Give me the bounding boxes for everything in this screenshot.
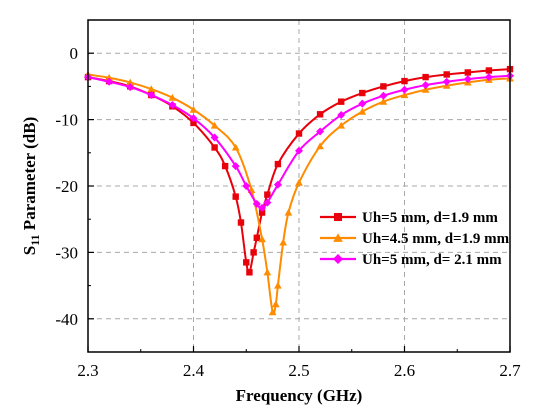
data-point	[268, 308, 277, 316]
y-tick-label: -40	[55, 310, 78, 329]
data-point	[210, 133, 219, 142]
x-tick-label: 2.4	[183, 361, 205, 380]
data-point	[338, 98, 345, 105]
data-point	[273, 180, 282, 189]
x-tick-label: 2.5	[288, 361, 309, 380]
data-point	[379, 91, 388, 100]
y-tick-label: -30	[55, 243, 78, 262]
legend-item: Uh=5 mm, d= 2.1 mm	[320, 252, 502, 268]
data-point	[105, 77, 114, 86]
legend-label: Uh=5 mm, d=1.9 mm	[362, 210, 498, 226]
data-point	[316, 111, 324, 118]
data-point	[258, 235, 266, 243]
y-axis-label-suffix: Parameter (dB)	[20, 117, 39, 235]
data-point	[279, 238, 288, 246]
data-point	[189, 105, 198, 113]
data-point	[442, 77, 451, 86]
axis-ticks: 2.3 2.4 2.5 2.6 2.7 0 -10 -20 -30 -40	[55, 19, 521, 380]
data-point	[168, 100, 177, 109]
x-tick-label: 2.7	[499, 361, 521, 380]
data-point	[485, 67, 493, 74]
data-point	[316, 142, 324, 150]
data-point	[316, 127, 325, 136]
series-lines	[84, 65, 514, 316]
y-axis-label-subscript: 11	[28, 234, 42, 245]
data-point	[421, 85, 430, 93]
data-point	[484, 73, 493, 82]
data-point	[295, 130, 303, 137]
data-point	[231, 143, 240, 151]
data-point	[274, 160, 282, 168]
y-axis-label: S11 Parameter (dB)	[20, 117, 42, 256]
legend-swatch-marker	[333, 254, 343, 264]
data-point	[168, 93, 177, 101]
data-point	[295, 178, 303, 186]
data-point	[232, 193, 239, 200]
legend-item: Uh=4.5 mm, d=1.9 mm	[320, 231, 510, 247]
data-point	[271, 300, 280, 308]
y-tick-label: -10	[55, 111, 78, 130]
data-point	[258, 203, 267, 212]
legend-item: Uh=5 mm, d=1.9 mm	[320, 210, 498, 226]
data-point	[237, 219, 245, 226]
x-axis-label: Frequency (GHz)	[236, 386, 363, 405]
data-point	[250, 249, 257, 256]
data-point	[274, 281, 282, 289]
data-point	[189, 114, 198, 123]
data-point	[105, 73, 113, 81]
data-point	[246, 269, 253, 276]
data-point	[263, 198, 272, 207]
data-point	[359, 89, 366, 97]
data-point	[258, 209, 266, 216]
data-point	[337, 121, 346, 129]
x-tick-label: 2.6	[394, 361, 415, 380]
data-point	[252, 199, 261, 208]
data-point	[147, 91, 156, 100]
data-point	[264, 191, 271, 198]
data-point	[242, 182, 251, 190]
legend-swatch-marker	[333, 233, 343, 242]
data-point	[190, 119, 197, 127]
data-point	[126, 78, 135, 86]
data-point	[401, 77, 408, 85]
x-tick-label: 2.3	[77, 361, 98, 380]
data-point	[443, 71, 450, 78]
legend-swatch-marker	[334, 213, 342, 221]
legend-label: Uh=4.5 mm, d=1.9 mm	[362, 231, 510, 247]
data-point	[210, 121, 219, 129]
legend-label: Uh=5 mm, d= 2.1 mm	[362, 252, 502, 268]
y-tick-label: 0	[70, 44, 79, 63]
data-point	[463, 75, 472, 84]
data-point	[126, 83, 135, 92]
data-point	[221, 162, 229, 170]
data-point	[400, 91, 409, 99]
data-point	[243, 259, 250, 266]
y-tick-label: -20	[55, 177, 78, 196]
data-point	[400, 85, 409, 94]
data-point	[253, 234, 260, 241]
grid	[88, 20, 510, 352]
data-point	[263, 268, 272, 276]
y-axis-label-prefix: S	[20, 246, 39, 255]
data-point	[337, 110, 346, 119]
data-point	[358, 107, 367, 115]
data-point	[379, 97, 388, 105]
data-point	[284, 208, 293, 216]
data-point	[295, 146, 303, 155]
data-point	[147, 85, 156, 93]
data-point	[231, 162, 240, 171]
data-point	[380, 83, 387, 90]
legend: Uh=5 mm, d=1.9 mm Uh=4.5 mm, d=1.9 mm Uh=5…	[320, 210, 510, 268]
data-point	[422, 73, 429, 81]
data-point	[358, 99, 367, 108]
data-point	[421, 81, 430, 90]
data-point	[464, 69, 471, 76]
data-point	[211, 144, 218, 151]
